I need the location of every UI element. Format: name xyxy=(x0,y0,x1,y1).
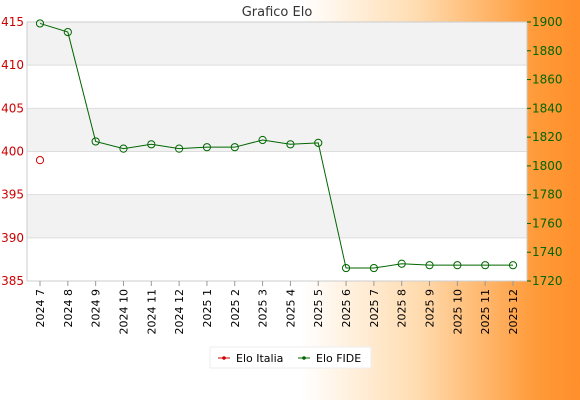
right-y-tick-label: 1740 xyxy=(532,245,563,259)
x-tick-label: 2025 4 xyxy=(284,289,297,328)
right-y-tick-label: 1720 xyxy=(532,274,563,288)
data-point xyxy=(453,261,462,270)
x-tick-label: 2024 10 xyxy=(117,289,130,335)
data-point xyxy=(508,261,518,270)
right-y-tick-label: 1760 xyxy=(532,216,563,230)
right-y-tick-label: 1820 xyxy=(532,130,563,144)
x-tick-label: 2025 9 xyxy=(424,289,437,328)
legend: Elo Italia Elo FIDE xyxy=(209,346,372,369)
data-point xyxy=(202,143,212,152)
data-point xyxy=(63,27,72,37)
left-y-axis: 1385 1390 1395 1400 1405 1410 1415 xyxy=(0,15,24,288)
left-y-tick-label: 1405 xyxy=(0,101,24,115)
left-y-tick-label: 1400 xyxy=(0,145,24,159)
x-tick-label: 2024 11 xyxy=(145,289,158,335)
legend-label: Elo Italia xyxy=(236,352,283,365)
x-tick-label: 2024 8 xyxy=(62,289,75,328)
data-point xyxy=(481,261,490,270)
x-tick-label: 2025 5 xyxy=(312,289,325,328)
x-tick-label: 2025 6 xyxy=(340,289,353,328)
x-tick-label: 2025 12 xyxy=(507,289,520,335)
right-y-tick-label: 1860 xyxy=(532,73,563,87)
x-tick-label: 2024 7 xyxy=(34,289,47,328)
right-y-tick-label: 1840 xyxy=(532,101,563,115)
x-tick-label: 2025 7 xyxy=(368,289,381,328)
x-tick-label: 2024 12 xyxy=(173,289,186,335)
x-tick-label: 2025 2 xyxy=(229,289,242,328)
data-point xyxy=(314,138,323,147)
data-point xyxy=(258,135,267,145)
data-point xyxy=(286,140,295,149)
right-y-tick-label: 1900 xyxy=(532,15,563,29)
series-line xyxy=(39,22,513,269)
data-point xyxy=(91,137,100,146)
data-point xyxy=(369,263,378,273)
data-point xyxy=(119,144,128,153)
data-point xyxy=(147,140,156,149)
right-y-tick-label: 1800 xyxy=(532,159,563,173)
x-tick-label: 2025 11 xyxy=(479,289,492,335)
data-point xyxy=(35,19,45,28)
left-y-tick-label: 1410 xyxy=(0,58,24,72)
x-axis: 2024 7 2024 8 2024 9 2024 10 2024 11 2024 12 2… xyxy=(34,281,520,335)
left-y-tick-label: 1390 xyxy=(0,231,24,245)
plot-band xyxy=(27,194,527,238)
x-tick-label: 2024 9 xyxy=(90,289,103,328)
data-point xyxy=(175,144,184,153)
left-y-tick-label: 1395 xyxy=(0,188,24,202)
series-lines xyxy=(39,22,513,269)
data-point xyxy=(35,156,45,165)
legend-label: Elo FIDE xyxy=(316,352,361,365)
plot-band xyxy=(27,22,527,66)
right-y-tick-label: 1880 xyxy=(532,44,563,58)
data-point xyxy=(397,259,406,268)
x-tick-label: 2025 3 xyxy=(257,289,270,328)
left-y-tick-label: 1385 xyxy=(0,274,24,288)
x-tick-label: 2025 10 xyxy=(451,289,464,335)
x-tick-label: 2025 8 xyxy=(396,289,409,328)
right-y-tick-label: 1780 xyxy=(532,188,563,202)
series-points xyxy=(35,19,518,273)
legend-marker xyxy=(222,356,226,360)
legend-box xyxy=(209,346,372,369)
data-point xyxy=(230,143,239,152)
data-point xyxy=(341,263,351,273)
chart-title: Grafico Elo xyxy=(242,5,313,20)
right-y-axis: 1720 1740 1760 1780 1800 1820 1840 1860 1880 1900 xyxy=(527,15,563,288)
plot-band xyxy=(27,108,527,152)
plot-frame xyxy=(26,21,528,282)
data-point xyxy=(425,261,434,270)
left-y-tick-label: 1415 xyxy=(0,15,24,29)
x-tick-label: 2025 1 xyxy=(201,289,214,328)
legend-marker xyxy=(302,356,306,360)
